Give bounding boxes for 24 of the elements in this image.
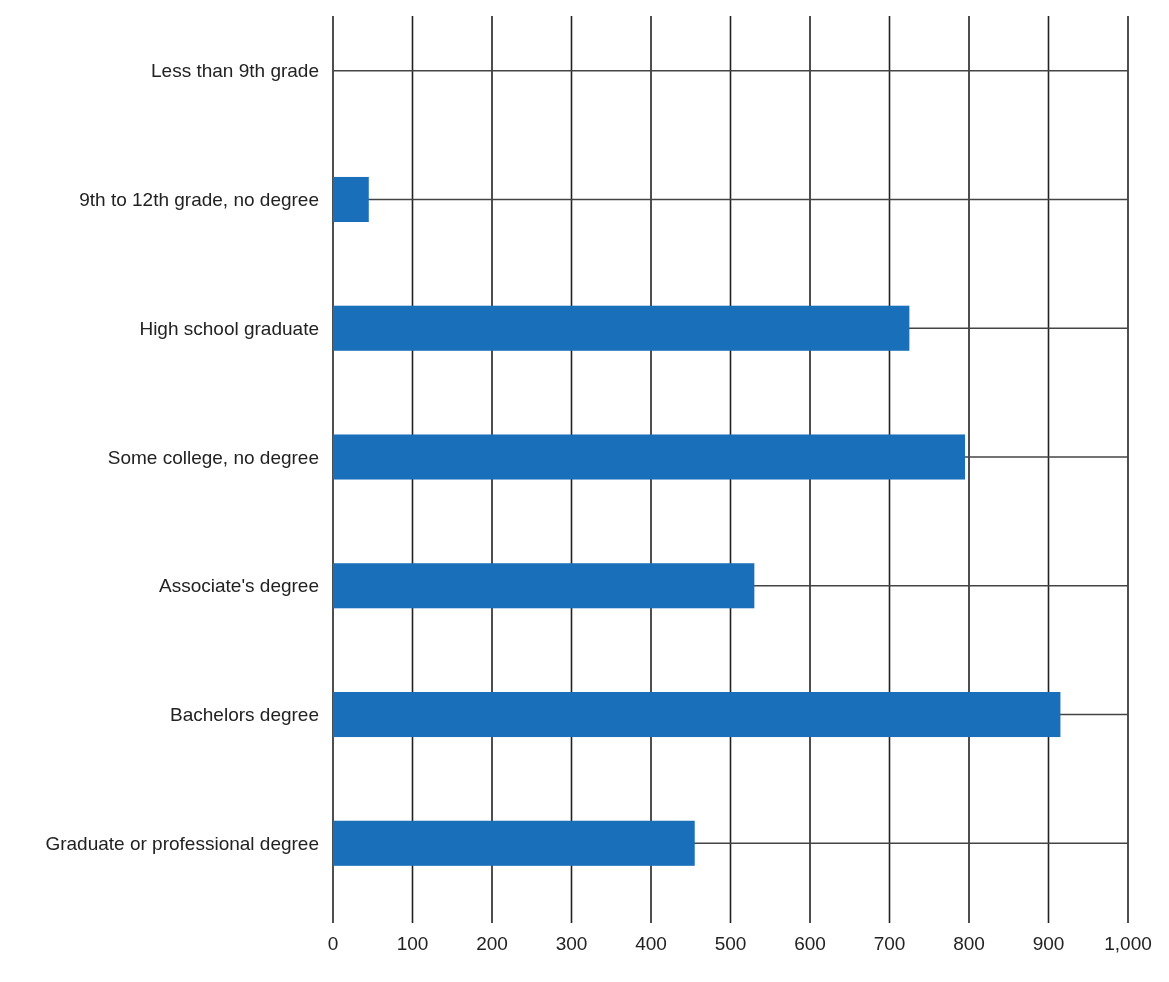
bar: [333, 434, 966, 480]
x-tick-label: 800: [953, 933, 985, 954]
y-tick-label: Associate's degree: [159, 575, 319, 597]
x-tick-label: 1,000: [1104, 933, 1152, 954]
bar: [333, 305, 910, 351]
y-tick-label: Bachelors degree: [170, 704, 319, 726]
x-tick-label: 600: [794, 933, 826, 954]
x-tick-label: 500: [714, 933, 747, 954]
y-tick-label: Graduate or professional degree: [45, 832, 319, 854]
bar: [333, 691, 1061, 738]
bar: [333, 820, 695, 866]
y-tick-label: 9th to 12th grade, no degree: [79, 189, 319, 211]
y-tick-label: Less than 9th grade: [151, 60, 319, 82]
x-tick-label: 300: [555, 933, 588, 954]
bar: [333, 563, 755, 609]
y-tick-label: High school graduate: [139, 317, 319, 339]
x-tick-label: 400: [635, 933, 667, 954]
x-tick-label: 0: [327, 933, 339, 954]
x-tick-label: 900: [1032, 933, 1065, 954]
x-tick-label: 700: [873, 933, 906, 954]
y-tick-label: Some college, no degree: [107, 446, 319, 468]
x-tick-label: 200: [476, 933, 508, 954]
x-tick-label: 100: [396, 933, 429, 954]
bar: [333, 176, 369, 223]
